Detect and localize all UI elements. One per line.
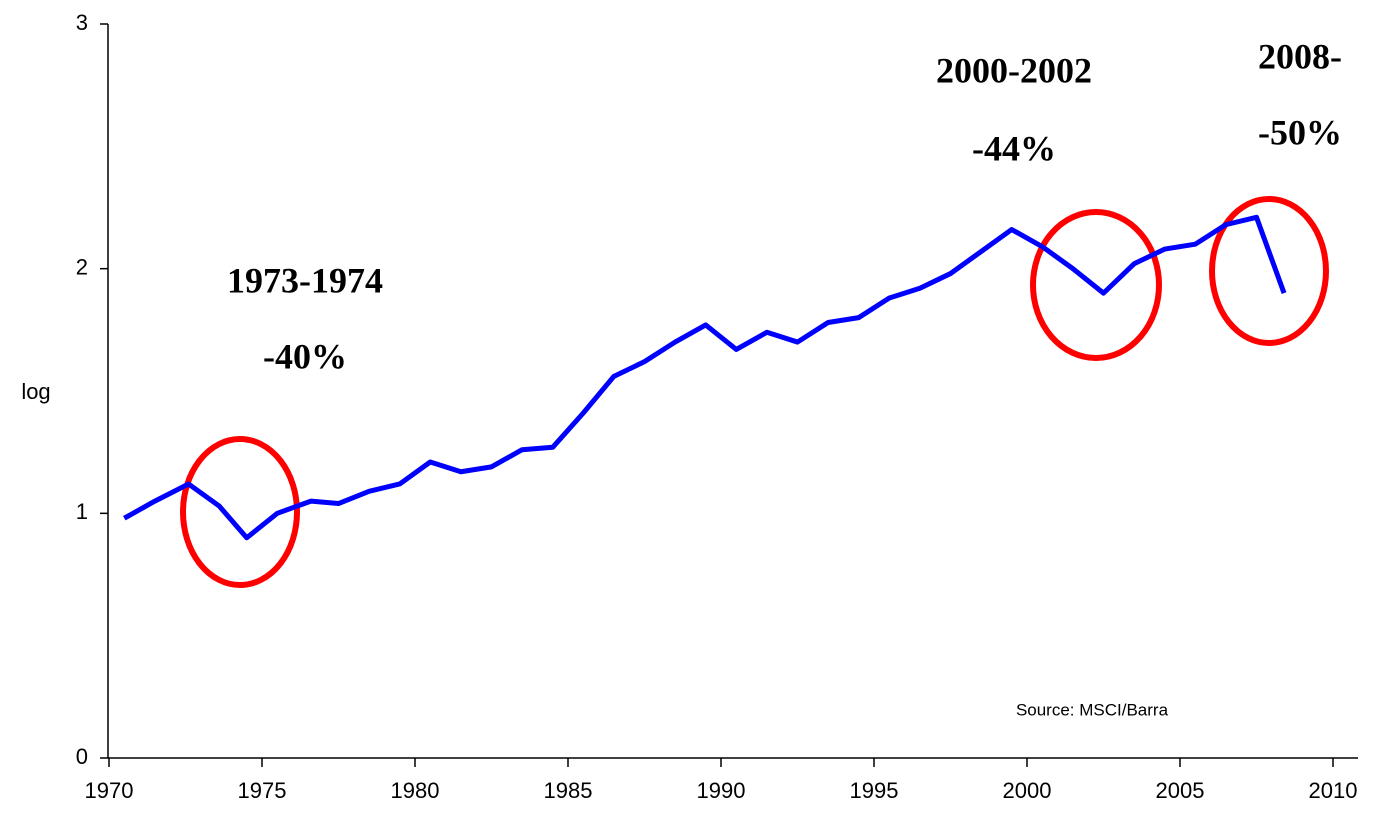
annotation: 2000-2002: [936, 50, 1092, 90]
highlight-ellipse: [1209, 196, 1329, 346]
annotation: -44%: [972, 128, 1056, 168]
x-tick-label: 1970: [85, 778, 134, 803]
x-tick-label: 1975: [238, 778, 287, 803]
x-tick-label: 2010: [1309, 778, 1358, 803]
highlight-ellipse: [1030, 209, 1162, 361]
y-tick-label: 3: [76, 10, 88, 35]
annotation: 1973-1974: [227, 260, 383, 300]
y-tick-label: 0: [76, 744, 88, 769]
data-line: [123, 214, 1287, 541]
annotation: -40%: [263, 336, 347, 376]
y-tick-label: 1: [76, 499, 88, 524]
annotation: 2008-: [1258, 36, 1342, 76]
y-axis-label: log: [21, 379, 50, 404]
x-tick-label: 2000: [1003, 778, 1052, 803]
annotation: Source: MSCI/Barra: [1016, 700, 1169, 719]
highlight-ellipse: [180, 436, 300, 588]
annotation: -50%: [1258, 112, 1342, 152]
x-tick-label: 1980: [391, 778, 440, 803]
x-tick-label: 1990: [697, 778, 746, 803]
x-tick-label: 1985: [544, 778, 593, 803]
x-tick-label: 1995: [850, 778, 899, 803]
x-tick-label: 2005: [1156, 778, 1205, 803]
y-tick-label: 2: [76, 254, 88, 279]
